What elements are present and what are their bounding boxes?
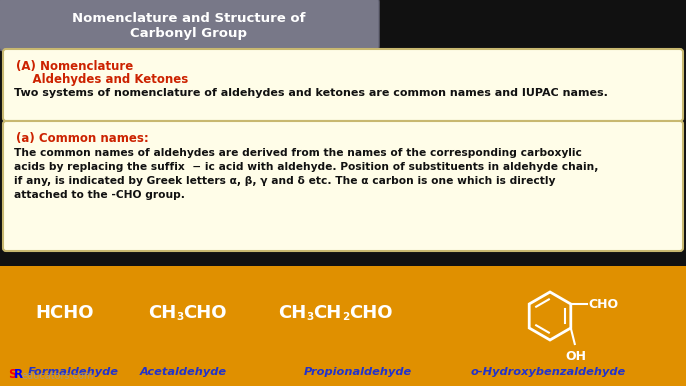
Text: educators.com: educators.com (22, 371, 95, 381)
Text: (A) Nomenclature: (A) Nomenclature (16, 60, 133, 73)
Text: attached to the -CHO group.: attached to the -CHO group. (14, 190, 185, 200)
Text: Acetaldehyde: Acetaldehyde (139, 367, 226, 377)
Text: CH: CH (278, 304, 306, 322)
Text: Two systems of nomenclature of aldehydes and ketones are common names and IUPAC : Two systems of nomenclature of aldehydes… (14, 88, 608, 98)
Text: 3: 3 (306, 312, 314, 322)
Text: R: R (14, 368, 23, 381)
Text: CHO: CHO (589, 298, 619, 310)
Text: S: S (8, 368, 16, 381)
Text: o-Hydroxybenzaldehyde: o-Hydroxybenzaldehyde (471, 367, 626, 377)
Bar (0, 266, 686, 386)
Text: 3: 3 (176, 312, 183, 322)
Text: Formaldehyde: Formaldehyde (27, 367, 119, 377)
Text: acids by replacing the suffix  − ic acid with aldehyde. Position of substituents: acids by replacing the suffix − ic acid … (14, 162, 598, 172)
Text: The common names of aldehydes are derived from the names of the corresponding ca: The common names of aldehydes are derive… (14, 148, 582, 158)
Text: Propionaldehyde: Propionaldehyde (304, 367, 412, 377)
Text: CH: CH (314, 304, 342, 322)
FancyBboxPatch shape (3, 49, 683, 121)
Text: CH: CH (148, 304, 176, 322)
Text: CHO: CHO (349, 304, 392, 322)
Text: OH: OH (565, 350, 587, 363)
FancyBboxPatch shape (0, 0, 379, 51)
Text: if any, is indicated by Greek letters α, β, γ and δ etc. The α carbon is one whi: if any, is indicated by Greek letters α,… (14, 176, 556, 186)
Text: CHO: CHO (183, 304, 227, 322)
Text: (a) Common names:: (a) Common names: (16, 132, 149, 145)
Text: 2: 2 (342, 312, 349, 322)
Text: Aldehydes and Ketones: Aldehydes and Ketones (16, 73, 188, 86)
Text: Nomenclature and Structure of: Nomenclature and Structure of (72, 12, 306, 25)
Text: HCHO: HCHO (35, 304, 93, 322)
Text: Carbonyl Group: Carbonyl Group (130, 27, 248, 39)
FancyBboxPatch shape (3, 121, 683, 251)
